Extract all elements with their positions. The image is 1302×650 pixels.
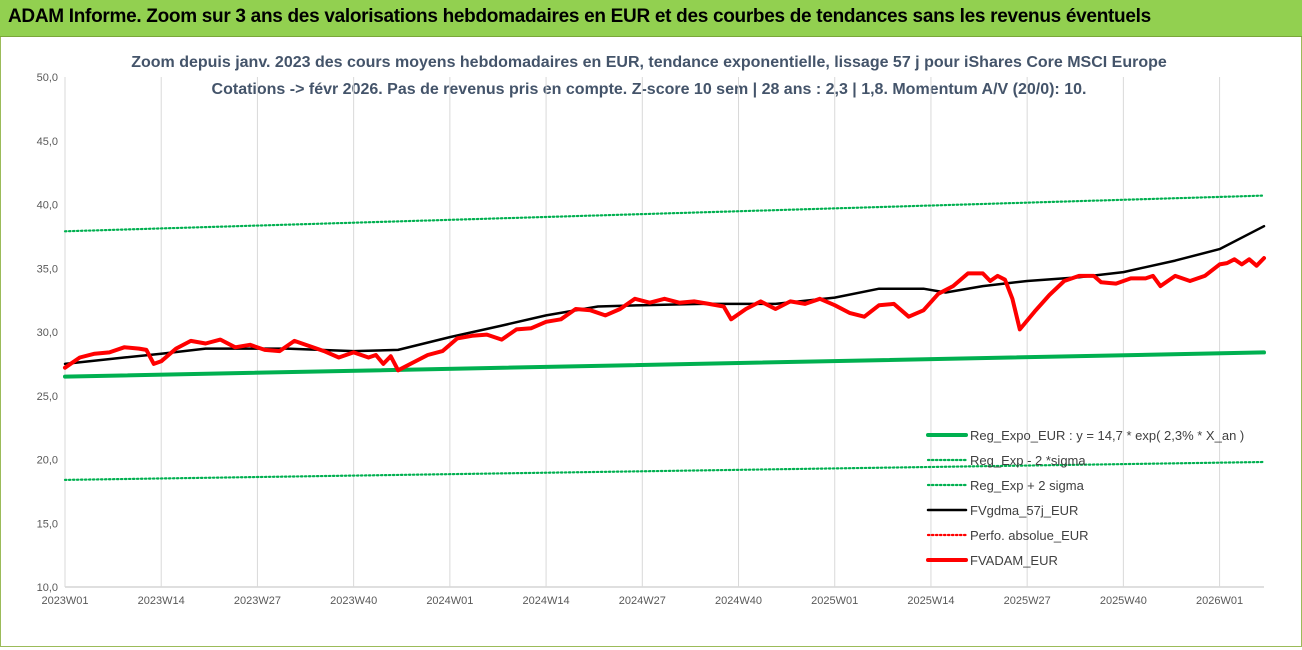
x-tick-label: 2023W01 [41, 595, 88, 607]
x-axis: 2023W01 2023W14 2023W27 2023W40 2024W01 2024W… [41, 595, 1243, 607]
chart-title: Zoom depuis janv. 2023 des cours moyens … [131, 54, 1167, 71]
x-tick-label: 2023W14 [138, 595, 185, 607]
chart-area: Zoom depuis janv. 2023 des cours moyens … [2, 37, 1300, 645]
series-line-1 [63, 460, 1266, 481]
legend-label: FVADAM_EUR [970, 553, 1058, 568]
line-chart: Zoom depuis janv. 2023 des cours moyens … [37, 54, 1266, 607]
legend-label: Reg_Expo_EUR : y = 14,7 * exp( 2,3% * X_… [970, 428, 1244, 443]
page-title: ADAM Informe. Zoom sur 3 ans des valoris… [8, 6, 1151, 27]
y-tick-label: 30,0 [37, 327, 58, 339]
y-tick-label: 20,0 [37, 455, 58, 467]
chart-subtitle: Cotations -> févr 2026. Pas de revenus p… [212, 81, 1087, 98]
legend-label: Reg_Exp + 2 sigma [970, 478, 1085, 493]
y-tick-label: 40,0 [37, 200, 58, 212]
series-group [63, 194, 1266, 481]
legend-label: Reg_Exp - 2 *sigma [970, 453, 1086, 468]
series-line-2 [63, 194, 1266, 233]
x-tick-label: 2023W40 [330, 595, 377, 607]
grid-lines [64, 77, 1264, 588]
x-tick-label: 2023W27 [234, 595, 281, 607]
x-tick-label: 2025W27 [1004, 595, 1051, 607]
y-tick-label: 25,0 [37, 391, 58, 403]
x-tick-label: 2025W14 [907, 595, 954, 607]
y-tick-label: 45,0 [37, 136, 58, 148]
y-axis: 10,0 15,0 20,0 25,0 30,0 35,0 40,0 45,0 50,0 [37, 72, 58, 594]
y-tick-label: 15,0 [37, 518, 58, 530]
x-tick-label: 2024W01 [426, 595, 473, 607]
x-tick-label: 2025W40 [1100, 595, 1147, 607]
x-tick-label: 2024W40 [715, 595, 762, 607]
legend-label: FVgdma_57j_EUR [970, 503, 1078, 518]
series-line-5 [63, 256, 1266, 373]
x-tick-label: 2025W01 [811, 595, 858, 607]
x-tick-label: 2024W14 [523, 595, 570, 607]
y-tick-label: 35,0 [37, 263, 58, 275]
series-line-0 [63, 350, 1266, 379]
y-tick-label: 10,0 [37, 582, 58, 594]
series-line-3 [63, 224, 1266, 366]
legend-label: Perfo. absolue_EUR [970, 528, 1089, 543]
y-tick-label: 50,0 [37, 72, 58, 84]
legend: Reg_Expo_EUR : y = 14,7 * exp( 2,3% * X_… [926, 428, 1244, 568]
x-tick-label: 2026W01 [1196, 595, 1243, 607]
x-tick-label: 2024W27 [619, 595, 666, 607]
header-bar: ADAM Informe. Zoom sur 3 ans des valoris… [0, 0, 1302, 37]
